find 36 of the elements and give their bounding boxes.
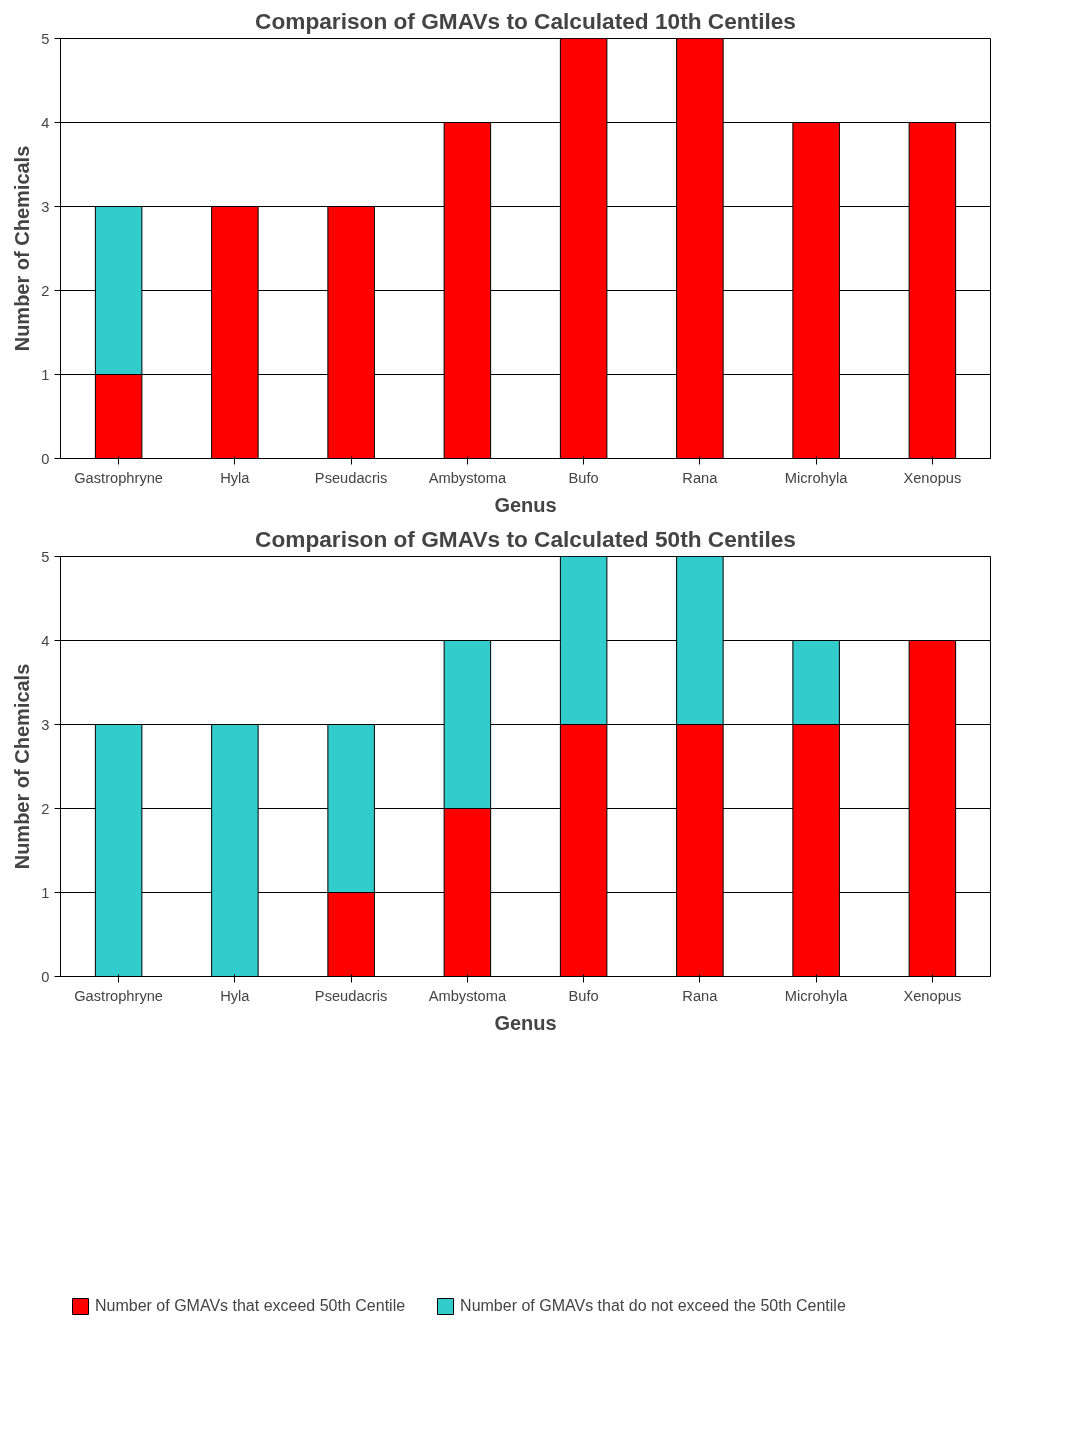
x-tick-label: Gastrophryne	[74, 469, 164, 486]
y-tick-label: 0	[41, 968, 50, 985]
y-tick-label: 3	[41, 198, 50, 215]
y-tick-label: 4	[41, 632, 50, 649]
x-axis-title: Genus	[494, 493, 557, 516]
chart-title: Comparison of GMAVs to Calculated 10th Centiles	[255, 7, 796, 34]
x-tick-label: Hyla	[220, 469, 251, 486]
x-tick-label: Hyla	[220, 987, 251, 1004]
y-tick-label: 0	[41, 450, 50, 467]
x-tick-label: Xenopus	[903, 987, 962, 1004]
y-tick-label: 2	[41, 282, 50, 299]
y-tick-label: 2	[41, 800, 50, 817]
legend-label: Number of GMAVs that do not exceed the 50th Centile	[460, 1297, 846, 1315]
y-tick-label: 3	[41, 716, 50, 733]
x-tick-label: Pseudacris	[314, 987, 388, 1004]
x-tick-label: Bufo	[568, 469, 599, 486]
x-tick-label: Bufo	[568, 987, 599, 1004]
x-axis-title: Genus	[494, 1011, 557, 1034]
y-axis-title: Number of Chemicals	[11, 663, 34, 870]
x-tick-label: Ambystoma	[428, 987, 507, 1004]
x-tick-label: Microhyla	[784, 469, 849, 486]
y-tick-label: 5	[41, 30, 50, 47]
y-tick-label: 4	[41, 114, 50, 131]
x-tick-label: Ambystoma	[428, 469, 507, 486]
x-tick-label: Gastrophryne	[74, 987, 164, 1004]
y-tick-label: 5	[41, 548, 50, 565]
chart-title: Comparison of GMAVs to Calculated 50th Centiles	[255, 525, 796, 552]
x-tick-label: Microhyla	[784, 987, 849, 1004]
x-tick-label: Pseudacris	[314, 469, 388, 486]
x-tick-label: Xenopus	[903, 469, 962, 486]
legend-label: Number of GMAVs that exceed 50th Centile	[95, 1297, 406, 1315]
x-tick-label: Rana	[682, 987, 719, 1004]
x-tick-label: Rana	[682, 469, 719, 486]
y-tick-label: 1	[41, 884, 50, 901]
y-tick-label: 1	[41, 366, 50, 383]
y-axis-title: Number of Chemicals	[11, 145, 34, 352]
